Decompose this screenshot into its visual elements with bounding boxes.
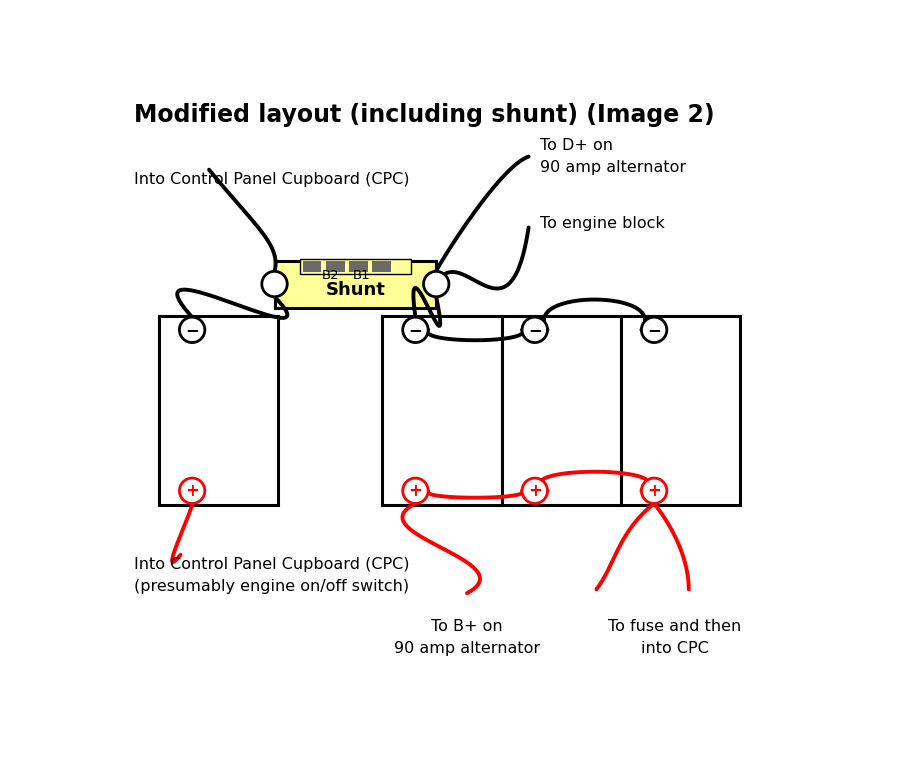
Circle shape [262, 271, 287, 296]
Text: Into Control Panel Cupboard (CPC)
(presumably engine on/off switch): Into Control Panel Cupboard (CPC) (presu… [134, 557, 409, 594]
Text: B1: B1 [352, 270, 371, 283]
Bar [501, 316, 621, 505]
Bar [326, 260, 345, 272]
Bar [274, 260, 436, 308]
Text: To D+ on
90 amp alternator: To D+ on 90 amp alternator [540, 138, 686, 175]
Text: −: − [647, 321, 661, 339]
Text: To B+ on
90 amp alternator: To B+ on 90 amp alternator [394, 619, 540, 656]
Text: −: − [408, 321, 423, 339]
Bar [350, 260, 368, 272]
Bar [300, 259, 411, 273]
Circle shape [179, 478, 205, 503]
Bar [372, 260, 391, 272]
Circle shape [424, 271, 449, 296]
Circle shape [403, 317, 428, 342]
Text: +: + [647, 482, 661, 499]
Text: To fuse and then
into CPC: To fuse and then into CPC [608, 619, 741, 656]
Circle shape [522, 478, 547, 503]
Text: −: − [528, 321, 542, 339]
Text: +: + [528, 482, 542, 499]
Text: Into Control Panel Cupboard (CPC): Into Control Panel Cupboard (CPC) [134, 172, 409, 187]
Text: +: + [408, 482, 423, 499]
Circle shape [403, 478, 428, 503]
Bar [159, 316, 278, 505]
Text: −: − [185, 321, 199, 339]
Text: To engine block: To engine block [540, 216, 665, 231]
Circle shape [641, 478, 667, 503]
Circle shape [641, 317, 667, 342]
Circle shape [179, 317, 205, 342]
Text: B2: B2 [322, 270, 339, 283]
Bar [303, 260, 321, 272]
Bar [382, 316, 501, 505]
Bar [621, 316, 740, 505]
Text: Modified layout (including shunt) (Image 2): Modified layout (including shunt) (Image… [134, 103, 715, 126]
Text: Shunt: Shunt [326, 281, 385, 299]
Text: +: + [185, 482, 199, 499]
Circle shape [522, 317, 547, 342]
